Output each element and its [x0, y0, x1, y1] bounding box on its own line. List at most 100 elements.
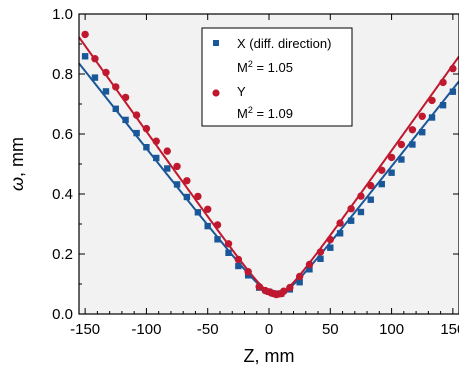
x-tick-label: 150 [440, 321, 459, 338]
x-tick-label: 100 [379, 321, 404, 338]
data-point-y [397, 140, 406, 149]
data-point-y [194, 192, 202, 201]
data-point-x [133, 129, 140, 137]
data-point-x [347, 217, 355, 224]
legend-y-marker [212, 89, 220, 97]
data-point-x [112, 105, 119, 112]
legend-box [201, 27, 353, 127]
data-point-y [213, 221, 222, 229]
data-point-x [419, 129, 426, 136]
data-point-y [81, 30, 89, 39]
axis-ticks: -150 -100 -50 0 50 100 150 0.0 0.2 0.4 0.6 0.8 1.0 [52, 6, 459, 338]
data-point-y [234, 255, 243, 264]
y-tick-label: 0.4 [52, 186, 73, 203]
y-axis-label-symbol: ω [7, 177, 27, 191]
data-point-y [326, 235, 334, 244]
legend-y-m2-sup: 2 [248, 105, 253, 115]
legend-y-m2: M2 = 1.09 [237, 105, 293, 121]
data-point-y [387, 153, 396, 162]
data-point-x [327, 244, 334, 251]
data-point-y [449, 64, 457, 73]
data-point-y [378, 166, 386, 174]
data-point-y [347, 205, 355, 213]
data-point-x [235, 262, 242, 270]
data-point-y [152, 137, 160, 145]
data-point-x [388, 169, 395, 176]
x-axis-label: Z, mm [244, 346, 295, 366]
data-point-y [224, 240, 233, 248]
y-tick-label: 0.0 [52, 306, 73, 323]
data-point-x [173, 181, 181, 188]
legend-y-name: Y [237, 84, 246, 99]
legend-x-marker [213, 40, 219, 46]
data-point-x [194, 209, 202, 216]
data-point-y [305, 260, 314, 269]
data-point-x [409, 141, 416, 148]
data-point-x [143, 144, 150, 151]
data-point-y [357, 192, 365, 200]
data-point-y [280, 287, 288, 295]
data-point-x [153, 154, 160, 162]
data-point-y [163, 147, 171, 155]
legend-y-m2-value: = 1.09 [253, 106, 293, 121]
data-point-y [244, 268, 252, 276]
data-point-x [225, 249, 232, 256]
data-point-y [428, 96, 436, 105]
data-point-y [295, 272, 304, 281]
data-point-x [306, 266, 313, 273]
data-point-y [255, 283, 263, 291]
legend-x-m2: M2 = 1.05 [237, 59, 293, 75]
legend-y-m2-label: M [237, 106, 248, 121]
y-axis-label-unit: , mm [7, 137, 27, 177]
data-point-y [408, 126, 417, 134]
x-tick-label: 0 [265, 321, 273, 338]
x-tick-label: -50 [197, 321, 219, 338]
data-point-y [91, 55, 99, 63]
data-point-x [336, 230, 344, 237]
data-point-x [296, 279, 303, 286]
x-tick-label: -150 [70, 321, 100, 338]
data-point-y [286, 283, 294, 292]
x-tick-label: 50 [322, 321, 339, 338]
data-point-x [183, 193, 191, 201]
legend-x-m2-value: = 1.05 [253, 60, 293, 75]
data-point-y [367, 181, 375, 190]
data-point-x [102, 88, 110, 95]
data-point-x [317, 255, 324, 262]
data-point-y [121, 93, 130, 102]
data-point-x [164, 165, 171, 172]
data-point-x [214, 236, 221, 243]
legend-x-name: X (diff. direction) [237, 36, 331, 51]
y-axis-label: ω, mm [7, 137, 27, 191]
data-point-x [122, 116, 129, 124]
data-point-y [418, 112, 426, 121]
data-point-y [336, 219, 344, 227]
legend-x-m2-label: M [237, 60, 248, 75]
y-tick-label: 1.0 [52, 6, 73, 23]
data-point-x [398, 156, 405, 163]
data-point-y [132, 111, 141, 119]
legend-x-m2-sup: 2 [248, 59, 253, 69]
data-point-y [173, 162, 181, 171]
data-point-y [112, 83, 120, 91]
data-point-y [102, 68, 110, 77]
x-tick-label: -100 [131, 321, 161, 338]
data-point-x [428, 114, 436, 121]
data-markers [81, 30, 457, 299]
data-point-x [91, 74, 99, 81]
data-point-y [142, 124, 151, 133]
y-tick-label: 0.8 [52, 66, 73, 83]
data-point-y [183, 177, 191, 185]
data-point-x [81, 53, 89, 60]
data-point-x [204, 222, 211, 230]
y-tick-label: 0.6 [52, 126, 73, 143]
y-tick-label: 0.2 [52, 246, 73, 263]
data-point-x [357, 208, 365, 216]
data-point-x [439, 102, 447, 109]
data-point-y [439, 78, 447, 87]
data-point-y [316, 248, 325, 256]
legend: X (diff. direction) M2 = 1.05 Y M2 = 1.0… [201, 27, 353, 127]
data-point-x [378, 180, 385, 188]
data-point-x [367, 196, 374, 203]
